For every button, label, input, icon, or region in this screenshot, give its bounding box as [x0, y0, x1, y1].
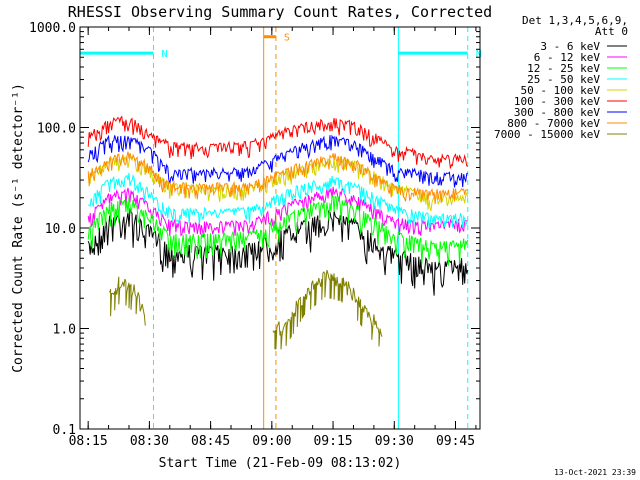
- series-6: [87, 134, 469, 188]
- x-tick-label: 09:00: [252, 434, 291, 449]
- legend-label: 25 - 50 keV: [527, 73, 600, 86]
- x-tick-label: 08:30: [130, 434, 169, 449]
- series-line-2: [87, 195, 469, 266]
- legend-title: Att 0: [595, 25, 628, 38]
- legend-title: Det 1,3,4,5,6,9,: [522, 14, 628, 27]
- legend-label: 6 - 12 keV: [534, 51, 601, 64]
- annotation-label: N: [476, 49, 482, 60]
- y-tick-label: 0.1: [53, 423, 76, 438]
- y-tick-label: 1000.0: [29, 21, 76, 36]
- legend-label: 100 - 300 keV: [514, 95, 600, 108]
- series-2: [87, 195, 469, 266]
- series-5: [87, 115, 468, 169]
- annotation-1: N: [398, 49, 482, 60]
- legend-label: 12 - 25 keV: [527, 62, 600, 75]
- annotation-label: S: [284, 33, 290, 44]
- footer-date: 13-Oct-2021 23:39: [554, 468, 636, 477]
- annotation-0: N: [80, 49, 168, 60]
- x-tick-label: 08:15: [69, 434, 108, 449]
- x-axis-label: Start Time (21-Feb-09 08:13:02): [159, 456, 402, 471]
- y-tick-label: 1.0: [53, 323, 76, 338]
- series-line-7: [87, 151, 468, 205]
- y-axis-label: Corrected Count Rate (s⁻¹ detector⁻¹): [11, 83, 26, 373]
- series-8: [108, 269, 383, 350]
- legend-label: 300 - 800 keV: [514, 106, 600, 119]
- axes: 08:15 08:30 08:45 09:00 09:15 09:30 09:45 0.1 1.…: [29, 21, 480, 449]
- legend-label: 50 - 100 keV: [521, 84, 601, 97]
- legend-label: 800 - 7000 keV: [507, 117, 600, 130]
- y-tick-label: 10.0: [45, 222, 76, 237]
- x-tick-label: 09:15: [313, 434, 352, 449]
- legend-label: 7000 - 15000 keV: [494, 128, 600, 141]
- series-line-3: [88, 172, 469, 229]
- annotation-label: N: [161, 49, 167, 60]
- chart-title: RHESSI Observing Summary Count Rates, Co…: [68, 3, 492, 21]
- series-line-8: [109, 269, 383, 350]
- annotation-layer: N N S: [80, 33, 482, 60]
- series-line-6: [87, 134, 469, 188]
- annotation-2: S: [263, 33, 290, 44]
- y-tick-label: 100.0: [37, 122, 76, 137]
- series-line-5: [87, 115, 468, 169]
- x-tick-label: 08:45: [191, 434, 230, 449]
- legend-label: 3 - 6 keV: [540, 40, 600, 53]
- series-7: [87, 151, 468, 205]
- x-tick-label: 09:30: [375, 434, 414, 449]
- series-layer: [87, 115, 469, 350]
- series-3: [88, 172, 469, 229]
- x-tick-label: 09:45: [436, 434, 475, 449]
